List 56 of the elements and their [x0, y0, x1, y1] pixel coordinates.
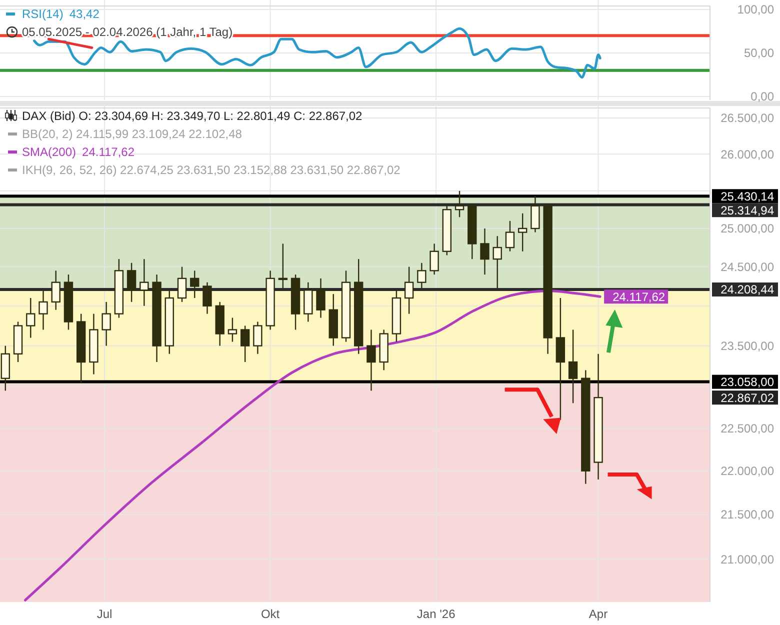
y-tick-label: 0,00	[750, 90, 774, 104]
candlestick	[177, 266, 187, 303]
annotation: DAX (Bid) O: 23.304,69 H: 23.349,70 L: 22.801,49 C: 22.867,02	[22, 109, 363, 123]
ref-line-label: 25.314,94	[720, 203, 774, 218]
candlestick	[190, 270, 200, 299]
y-tick-label: 26.500,00	[720, 111, 774, 126]
candlestick	[102, 301, 111, 346]
line-series	[24, 290, 602, 602]
y-tick-label: 25.000,00	[720, 222, 774, 236]
candlestick	[530, 196, 540, 233]
y-tick-label: 21.000,00	[720, 552, 774, 566]
candlestick	[430, 243, 439, 276]
candlestick	[505, 220, 515, 252]
y-tick-label: 22.000,00	[720, 464, 774, 478]
candlestick	[228, 317, 238, 342]
candlestick	[304, 282, 313, 322]
y-tick-label: 22.500,00	[720, 421, 774, 436]
candlestick	[454, 190, 464, 218]
x-tick-label: Apr	[588, 607, 608, 621]
candlestick	[316, 278, 326, 318]
y-tick-label: 100,00	[737, 2, 774, 17]
candlestick	[568, 329, 578, 404]
candlestick	[202, 282, 212, 314]
y-tick-label: 21.500,00	[720, 508, 774, 522]
ref-line-label: 24.208,44	[720, 282, 774, 297]
y-tick-label: 24.500,00	[720, 260, 774, 274]
x-tick-label: Jul	[96, 607, 112, 621]
candlestick	[492, 235, 502, 291]
x-tick-label: Jan '26	[416, 607, 456, 621]
ref-line-label: 25.430,14	[720, 189, 774, 204]
candlestick	[480, 228, 490, 276]
ref-line-label: 23.058,00	[720, 375, 774, 390]
candlestick	[140, 258, 149, 306]
candlestick	[51, 270, 60, 310]
x-tick-label: Okt	[260, 607, 280, 621]
candlestick	[404, 266, 414, 314]
y-tick-label: 26.000,00	[720, 147, 774, 162]
candlestick	[240, 325, 250, 363]
candlestick	[126, 262, 136, 303]
legend-label: RSI(14)	[22, 7, 64, 21]
annotation: BB(20, 2) 24.115,99 23.109,24 22.102,48	[22, 127, 242, 141]
annotation: 24.117,62	[82, 145, 135, 159]
data-label: 24.117,62	[612, 290, 666, 304]
y-tick-label: 50,00	[744, 46, 774, 60]
annotation: IKH(9, 26, 52, 26) 22.674,25 23.631,50 23.152,88 23.631,50 22.867,02	[22, 163, 401, 177]
y-tick-label: 23.500,00	[720, 339, 774, 354]
annotation: 43,42	[69, 7, 100, 21]
candlestick	[417, 262, 426, 291]
candlestick	[38, 290, 48, 330]
legend-label: SMA(200)	[22, 145, 76, 159]
candlestick	[253, 321, 262, 354]
candlestick	[366, 329, 376, 392]
candlestick	[26, 297, 36, 338]
candlestick	[518, 212, 528, 252]
candlestick	[278, 243, 288, 291]
text: 22.867,02	[720, 390, 774, 405]
